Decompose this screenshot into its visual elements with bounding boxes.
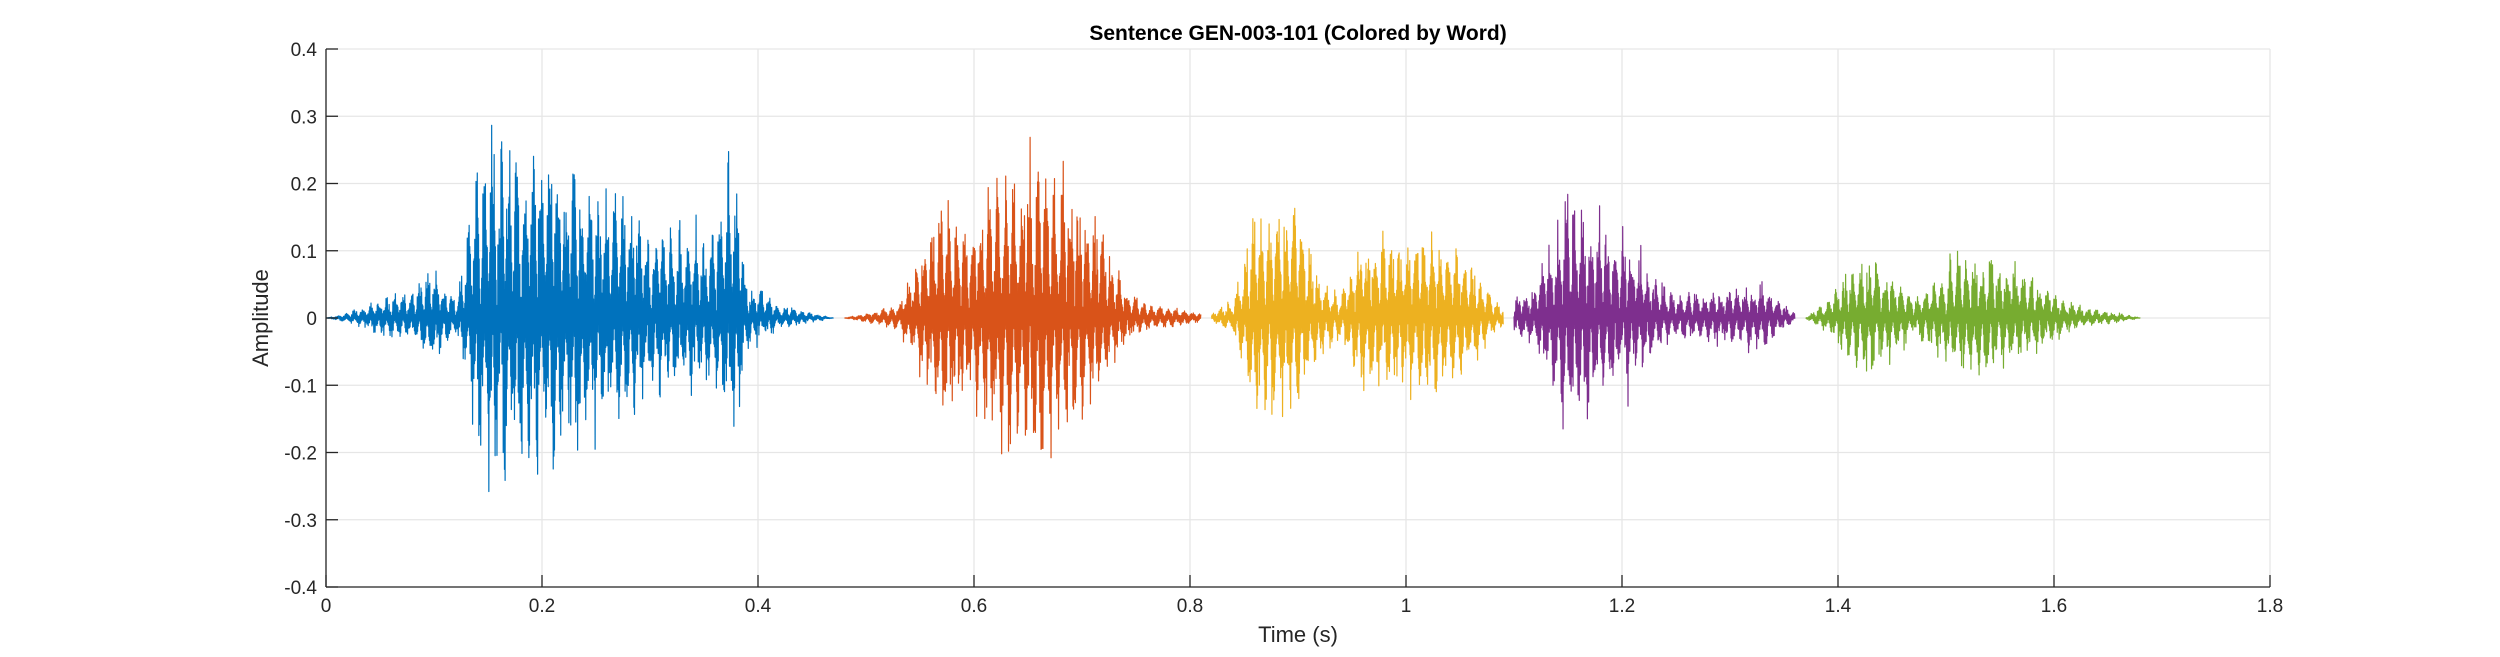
tick-labels: 0 0.2 0.4 0.6 0.8 1 1.2 1.4 1.6 1.80.40.30.20.10-…	[284, 40, 2283, 617]
y-tick-label: 0.1	[291, 242, 317, 263]
x-tick-label: 0.4	[745, 596, 772, 617]
x-tick-label: 0.2	[529, 596, 555, 617]
x-axis-label: Time (s)	[1258, 622, 1338, 647]
word-waveform-5	[1805, 250, 2141, 376]
y-tick-label: -0.2	[284, 444, 317, 465]
x-tick-label: 1.4	[1825, 596, 1852, 617]
x-tick-label: 1	[1401, 596, 1412, 617]
y-tick-label: -0.3	[284, 511, 317, 532]
x-tick-label: 1.6	[2041, 596, 2067, 617]
grid-lines	[325, 48, 2271, 588]
x-tick-label: 1.2	[1609, 596, 1635, 617]
word-waveform-2	[844, 136, 1202, 459]
y-tick-label: -0.1	[284, 376, 317, 397]
chart-title: Sentence GEN-003-101 (Colored by Word)	[1089, 22, 1506, 45]
x-tick-label: 0.6	[961, 596, 987, 617]
waveform-series	[325, 124, 2141, 493]
y-tick-label: 0.3	[291, 107, 317, 128]
x-tick-label: 0.8	[1177, 596, 1203, 617]
word-waveform-4	[1513, 193, 1796, 430]
word-waveform-1	[325, 124, 834, 493]
y-axis-label: Amplitude	[248, 269, 273, 367]
x-tick-label: 0	[321, 596, 332, 617]
y-tick-label: -0.4	[284, 578, 317, 599]
axes	[325, 48, 2271, 588]
y-tick-label: 0.4	[291, 40, 318, 61]
y-tick-label: 0	[306, 309, 317, 330]
y-tick-label: 0.2	[291, 175, 317, 196]
x-tick-label: 1.8	[2257, 596, 2283, 617]
word-waveform-3	[1211, 207, 1504, 418]
